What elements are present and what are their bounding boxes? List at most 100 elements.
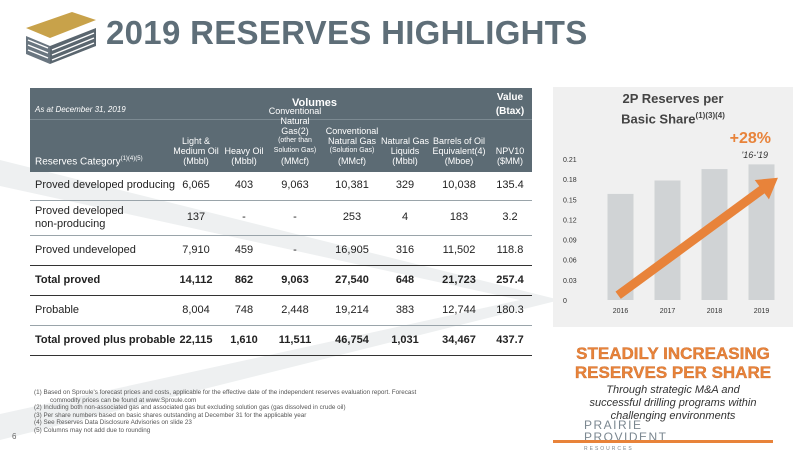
table-cell: 1,031 (391, 334, 419, 346)
category-sup: (1)(4)(5) (120, 155, 143, 162)
headline-line2: RESERVES PER SHARE (574, 363, 772, 382)
x-tick-label: 2016 (613, 308, 629, 315)
chart-title: 2P Reserves per Basic Share(1)(3)(4) (553, 90, 793, 127)
col-text: Natural Gas(2) (280, 116, 310, 136)
table-cell: 383 (395, 304, 415, 316)
value-header-line2: (Btax) (495, 106, 525, 117)
y-tick-label: 0.06 (563, 258, 577, 265)
table-row: Probable 8,004 748 2,448 19,214 383 12,744 180.… (30, 296, 532, 326)
chart-title-sup: (1)(3)(4) (695, 111, 725, 120)
table-header-top: As at December 31, 2019 Volumes Value (B… (30, 88, 532, 119)
y-tick-label: 0.18 (563, 177, 577, 184)
chart-title-line1: 2P Reserves per (622, 91, 724, 106)
table-cell: 34,467 (442, 334, 476, 346)
footnote: (4) See Reserves Data Disclosure Advisor… (34, 419, 192, 427)
row-label: Proved developed non-producing (35, 205, 124, 230)
table-cell: 2,448 (281, 304, 309, 316)
table-cell: 329 (395, 179, 415, 191)
table-cell: 137 (186, 211, 206, 223)
value-header: Value (Btax) (488, 91, 532, 119)
table-cell: 19,214 (335, 304, 369, 316)
table-cell: 8,004 (182, 304, 210, 316)
row-label: Total proved (35, 274, 101, 286)
footnote: (3) Per share numbers based on basic sha… (34, 411, 307, 419)
footnote: (1) Based on Sproule's forecast prices a… (34, 389, 417, 404)
x-tick-label: 2019 (754, 308, 770, 315)
col-heavy-oil: Heavy Oil (Mbbl) (222, 146, 266, 166)
table-cell: 4 (401, 211, 409, 223)
col-text: (Mbbl) (183, 156, 209, 166)
headline-line1: STEADILY INCREASING (576, 344, 770, 363)
col-solution-gas: Conventional Natural Gas (Solution Gas) … (324, 126, 380, 166)
col-conventional-gas: Conventional Natural Gas(2) (other than … (266, 106, 324, 166)
table-cell: 183 (449, 211, 469, 223)
table-cell: 7,910 (182, 244, 210, 256)
growth-arrow-head (754, 177, 778, 200)
col-text: Conventional (325, 126, 379, 136)
table-cell: 14,112 (179, 274, 213, 286)
table-cell: 437.7 (496, 334, 524, 346)
volumes-header: Volumes (292, 97, 338, 109)
table-cell: 459 (234, 244, 254, 256)
col-text: NPV10 (495, 146, 525, 156)
col-text: Liquids (390, 146, 420, 156)
table-cell: 9,063 (281, 274, 309, 286)
y-tick-label: 0.03 (563, 278, 577, 285)
footer-accent-line (553, 440, 773, 443)
col-text: (Mbbl) (392, 156, 418, 166)
x-tick-label: 2018 (707, 308, 723, 315)
strategy-subtext: Through strategic M&A and successful dri… (555, 384, 791, 423)
col-text: (MMcf) (338, 156, 366, 166)
table-cell: 3.2 (502, 211, 518, 223)
table-cell: 403 (234, 179, 254, 191)
footnote: (2) Including both non-associated gas an… (34, 404, 346, 412)
value-header-line1: Value (496, 92, 524, 103)
table-cell: 21,723 (442, 274, 476, 286)
col-boe: Barrels of Oil Equivalent(4) (Mboe) (430, 136, 488, 166)
reserves-per-share-chart: 0 0.03 0.06 0.09 0.12 0.15 0.18 0.21 2016 2017 201… (563, 157, 778, 315)
subtext-line: challenging environments (610, 410, 736, 422)
col-text: (Solution Gas) (329, 147, 375, 154)
background-chevrons (0, 160, 560, 440)
table-row: Total proved 14,112 862 9,063 27,540 648 21,72… (30, 266, 532, 296)
col-text: ($MM) (497, 156, 523, 166)
table-body: Proved developed producing 6,065 403 9,063 1… (30, 172, 532, 356)
table-cell: 12,744 (442, 304, 476, 316)
reserves-category-header: Reserves Category(1)(4)(5) (35, 156, 143, 167)
col-npv10: NPV10 ($MM) (488, 146, 532, 166)
slide-title: 2019 RESERVES HIGHLIGHTS (106, 14, 588, 51)
col-text: Equivalent(4) (432, 146, 486, 156)
category-label: Reserves Category (35, 156, 121, 167)
table-row: Proved developed producing 6,065 403 9,063 1… (30, 172, 532, 201)
reserves-table: As at December 31, 2019 Volumes Value (B… (30, 88, 532, 356)
table-cell: 862 (234, 274, 254, 286)
col-text: Barrels of Oil (432, 136, 485, 146)
row-label: Proved developed producing (35, 179, 176, 191)
col-text: Conventional (268, 106, 322, 116)
y-tick-label: 0.12 (563, 217, 577, 224)
chart-title-text: Basic Share (621, 111, 696, 127)
table-cell: 316 (395, 244, 415, 256)
table-cell: - (293, 244, 297, 256)
table-cell: 6,065 (182, 179, 210, 191)
table-cell: 27,540 (335, 274, 369, 286)
col-ngl: Natural Gas Liquids (Mbbl) (380, 136, 430, 166)
table-cell: - (242, 211, 246, 223)
as-at-date: As at December 31, 2019 (35, 105, 126, 114)
col-text: Natural Gas (380, 136, 430, 146)
table-cell: 135.4 (496, 179, 524, 191)
table-cell: 11,502 (442, 244, 476, 256)
growth-arrow-shaft (615, 180, 773, 299)
table-cell: 16,905 (335, 244, 369, 256)
subtext-line: successful drilling programs within (589, 397, 757, 409)
col-text: (MMcf) (281, 156, 309, 166)
chart-panel: 2P Reserves per Basic Share(1)(3)(4) +28… (553, 87, 793, 327)
page-number: 6 (12, 432, 17, 441)
company-logo (26, 12, 96, 64)
col-text: Light & (181, 136, 211, 146)
chart-title-line2: Basic Share(1)(3)(4) (553, 107, 793, 127)
table-cell: 11,511 (278, 334, 312, 346)
y-tick-label: 0.09 (563, 238, 577, 245)
subtext-line: Through strategic M&A and (606, 384, 740, 396)
col-light-medium-oil: Light & Medium Oil (Mbbl) (170, 136, 222, 166)
